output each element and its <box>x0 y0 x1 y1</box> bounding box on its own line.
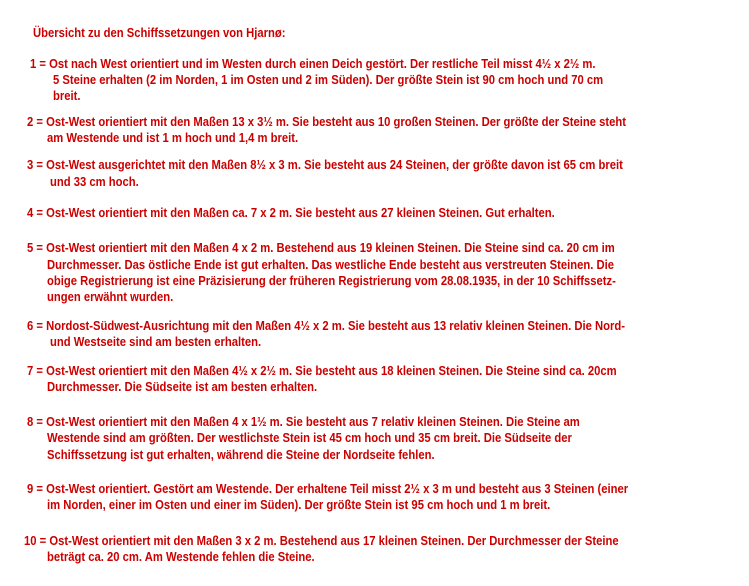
entry-line: 7 = Ost-West orientiert mit den Maßen 4½… <box>27 364 617 378</box>
entry-line: im Norden, einer im Osten und einer im S… <box>47 498 551 512</box>
entry-line: und 33 cm hoch. <box>50 175 139 189</box>
entry-line: 6 = Nordost-Südwest-Ausrichtung mit den … <box>27 319 625 333</box>
entry-line: 3 = Ost-West ausgerichtet mit den Maßen … <box>27 158 623 172</box>
entry-line: 8 = Ost-West orientiert mit den Maßen 4 … <box>27 415 580 429</box>
entry-line: Durchmesser. Die Südseite ist am besten … <box>47 380 318 394</box>
entry-line: breit. <box>53 89 81 103</box>
entry-line: Schiffssetzung ist gut erhalten, während… <box>47 448 435 462</box>
entry-line: 10 = Ost-West orientiert mit den Maßen 3… <box>24 534 619 548</box>
entry-line: 1 = Ost nach West orientiert und im West… <box>30 57 596 71</box>
document-title: Übersicht zu den Schiffssetzungen von Hj… <box>33 26 286 40</box>
entry-line: 5 = Ost-West orientiert mit den Maßen 4 … <box>27 241 615 255</box>
entry-line: beträgt ca. 20 cm. Am Westende fehlen di… <box>47 550 315 564</box>
entry-line: 5 Steine erhalten (2 im Norden, 1 im Ost… <box>53 73 604 87</box>
entry-line: Westende sind am größten. Der westlichst… <box>47 431 572 445</box>
entry-line: 2 = Ost-West orientiert mit den Maßen 13… <box>27 115 627 129</box>
entry-line: 9 = Ost-West orientiert. Gestört am West… <box>27 482 629 496</box>
entry-line: obige Registrierung ist eine Präzisierun… <box>47 274 616 288</box>
entry-line: am Westende und ist 1 m hoch und 1,4 m b… <box>47 131 299 145</box>
entry-line: ungen erwähnt wurden. <box>47 290 174 304</box>
entry-line: und Westseite sind am besten erhalten. <box>50 335 262 349</box>
entry-line: Durchmesser. Das östliche Ende ist gut e… <box>47 258 615 272</box>
entry-line: 4 = Ost-West orientiert mit den Maßen ca… <box>27 206 555 220</box>
